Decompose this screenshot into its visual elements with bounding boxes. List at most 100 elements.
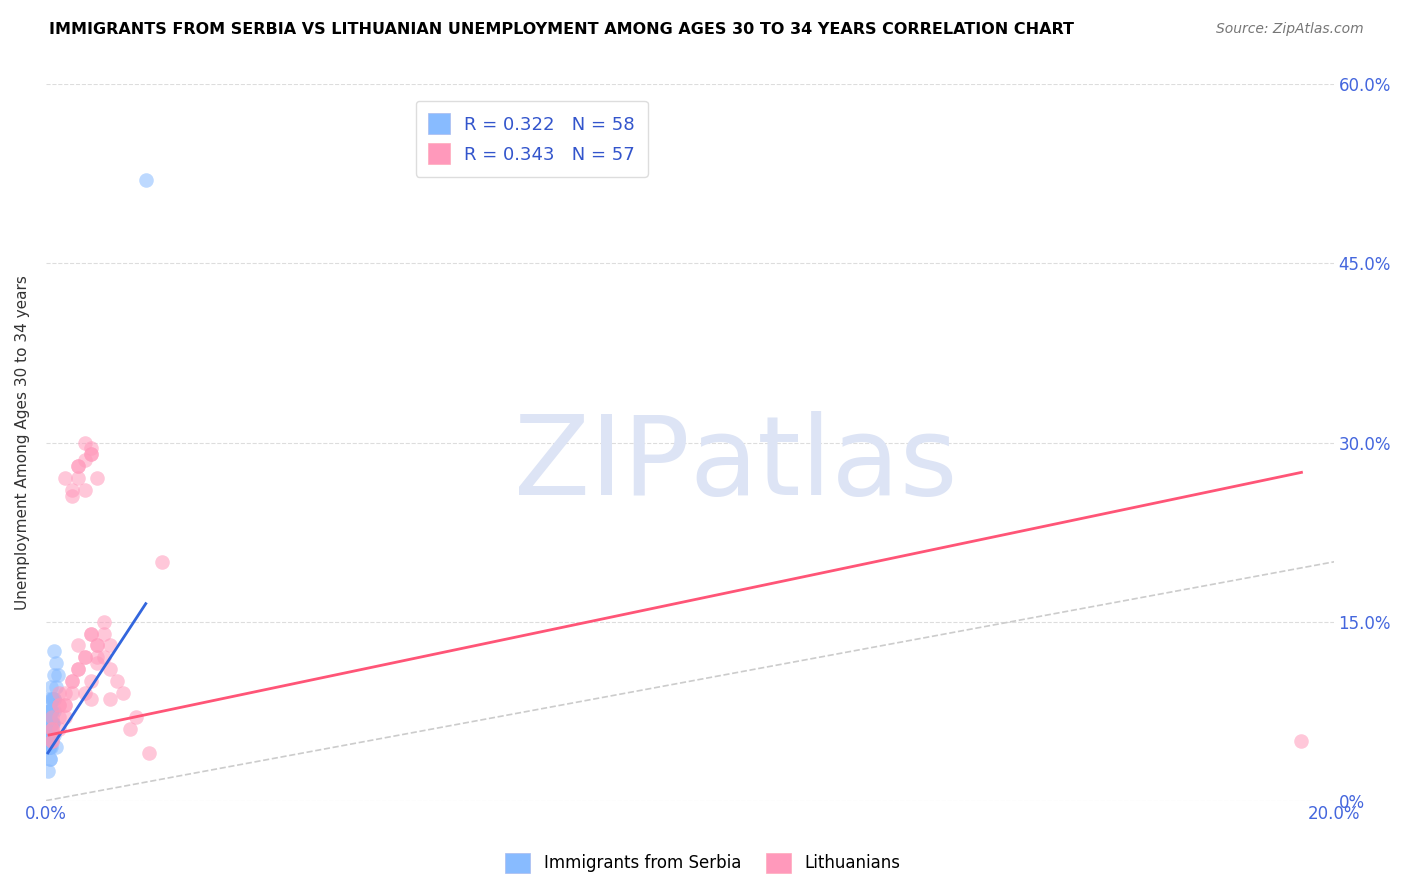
Point: [73, 650, 96, 665]
Point: [42, 692, 65, 706]
Point: [150, 555, 173, 569]
Point: [38, 728, 60, 742]
Point: [37, 764, 59, 778]
Point: [138, 746, 160, 760]
Point: [44, 644, 66, 658]
Point: [112, 686, 135, 700]
Point: [38, 752, 60, 766]
Point: [80, 692, 103, 706]
Point: [38, 692, 60, 706]
Point: [45, 657, 67, 671]
Point: [39, 752, 62, 766]
Point: [38, 716, 60, 731]
Point: [67, 459, 90, 474]
Text: ZIP: ZIP: [515, 410, 690, 517]
Point: [44, 728, 66, 742]
Point: [38, 728, 60, 742]
Point: [38, 728, 60, 742]
Point: [41, 716, 63, 731]
Point: [48, 698, 70, 713]
Point: [98, 662, 121, 676]
Legend: Immigrants from Serbia, Lithuanians: Immigrants from Serbia, Lithuanians: [499, 847, 907, 880]
Point: [45, 739, 67, 754]
Point: [39, 704, 62, 718]
Point: [41, 728, 63, 742]
Point: [38, 704, 60, 718]
Point: [41, 716, 63, 731]
Point: [42, 716, 65, 731]
Point: [39, 704, 62, 718]
Point: [39, 716, 62, 731]
Point: [67, 662, 90, 676]
Point: [48, 698, 70, 713]
Point: [53, 710, 76, 724]
Point: [42, 716, 65, 731]
Point: [53, 698, 76, 713]
Point: [80, 626, 103, 640]
Point: [60, 483, 83, 498]
Point: [93, 650, 115, 665]
Point: [41, 704, 63, 718]
Point: [41, 710, 63, 724]
Point: [73, 650, 96, 665]
Point: [80, 447, 103, 461]
Point: [39, 716, 62, 731]
Point: [73, 483, 96, 498]
Point: [38, 728, 60, 742]
Point: [42, 692, 65, 706]
Point: [67, 471, 90, 485]
Point: [53, 471, 76, 485]
Y-axis label: Unemployment Among Ages 30 to 34 years: Unemployment Among Ages 30 to 34 years: [15, 275, 30, 610]
Point: [93, 615, 115, 629]
Point: [38, 716, 60, 731]
Point: [41, 716, 63, 731]
Point: [39, 680, 62, 694]
Point: [125, 710, 148, 724]
Point: [48, 710, 70, 724]
Point: [86, 639, 108, 653]
Point: [38, 728, 60, 742]
Point: [38, 739, 60, 754]
Point: [86, 471, 108, 485]
Point: [105, 674, 128, 689]
Point: [39, 716, 62, 731]
Point: [38, 704, 60, 718]
Point: [86, 650, 108, 665]
Point: [93, 626, 115, 640]
Point: [41, 716, 63, 731]
Point: [48, 686, 70, 700]
Point: [53, 686, 76, 700]
Legend: R = 0.322   N = 58, R = 0.343   N = 57: R = 0.322 N = 58, R = 0.343 N = 57: [416, 101, 648, 177]
Point: [41, 734, 63, 748]
Point: [39, 728, 62, 742]
Point: [86, 639, 108, 653]
Point: [38, 739, 60, 754]
Point: [73, 686, 96, 700]
Point: [41, 692, 63, 706]
Point: [86, 657, 108, 671]
Point: [67, 662, 90, 676]
Point: [60, 686, 83, 700]
Point: [41, 692, 63, 706]
Point: [1291, 734, 1313, 748]
Point: [41, 722, 63, 736]
Point: [38, 728, 60, 742]
Point: [80, 442, 103, 456]
Point: [38, 716, 60, 731]
Point: [39, 704, 62, 718]
Point: [38, 716, 60, 731]
Point: [73, 435, 96, 450]
Point: [37, 739, 59, 754]
Point: [73, 453, 96, 467]
Point: [45, 680, 67, 694]
Point: [53, 698, 76, 713]
Point: [60, 674, 83, 689]
Point: [60, 674, 83, 689]
Point: [42, 704, 65, 718]
Point: [41, 734, 63, 748]
Point: [38, 728, 60, 742]
Point: [38, 739, 60, 754]
Point: [39, 739, 62, 754]
Point: [135, 173, 157, 187]
Point: [80, 447, 103, 461]
